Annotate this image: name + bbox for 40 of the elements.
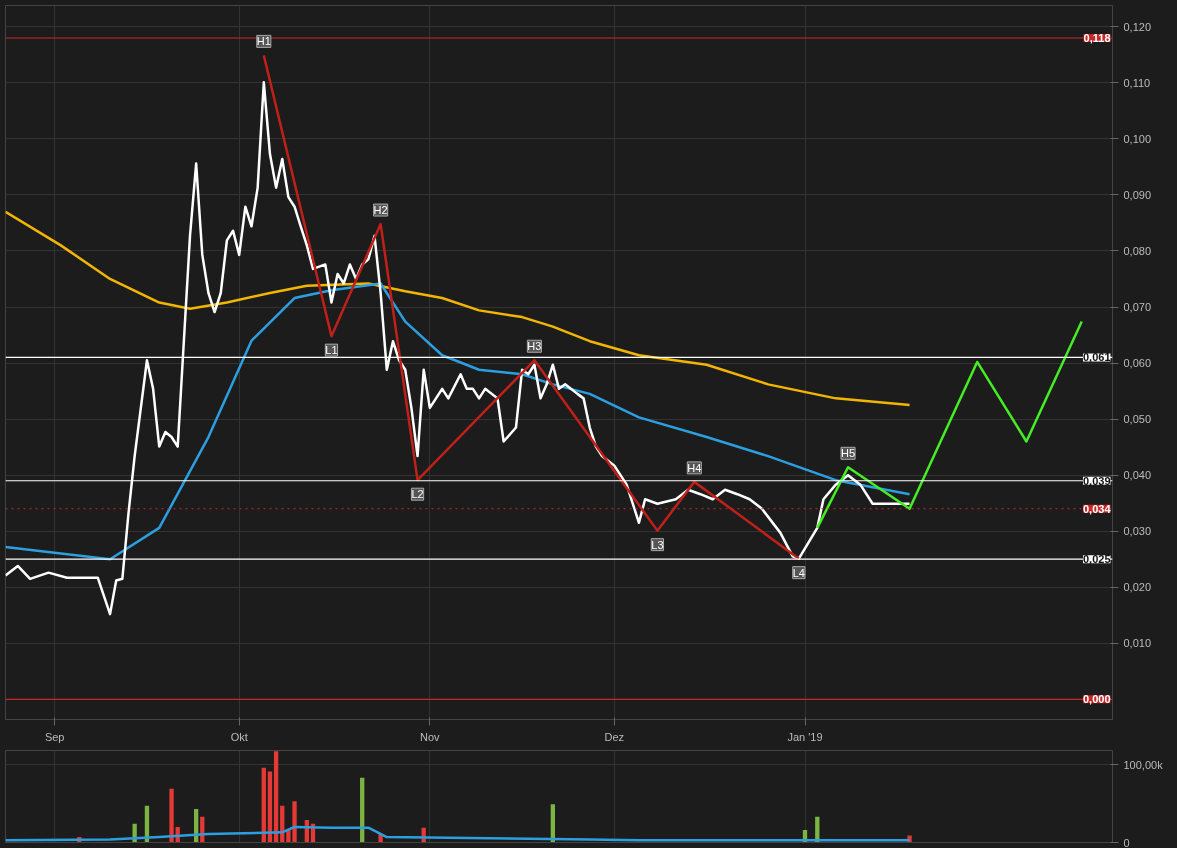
x-tick-label: Sep xyxy=(44,730,65,743)
y-tick-label: 0,090 xyxy=(1123,188,1152,201)
ref-line-label: 0,039 xyxy=(1082,474,1111,487)
annotation: L4 xyxy=(792,566,805,579)
y-tick-label: 0,060 xyxy=(1123,357,1152,370)
annotation: H5 xyxy=(841,447,856,460)
y-tick-label: 0,070 xyxy=(1123,301,1152,314)
ref-line-label: 0,118 xyxy=(1083,32,1111,45)
annotation: H4 xyxy=(687,461,702,474)
y-tick-label: 0,080 xyxy=(1123,244,1152,257)
y-tick-label: 0,020 xyxy=(1123,581,1152,594)
y-tick-label: 0,110 xyxy=(1123,76,1151,89)
y-tick-label: 0,100 xyxy=(1123,132,1152,145)
x-tick-label: Okt xyxy=(230,730,248,743)
bar xyxy=(169,788,174,843)
x-tick-label: Jan '19 xyxy=(787,730,823,743)
ref-line-label: 0,000 xyxy=(1082,693,1111,706)
line-series xyxy=(5,825,911,842)
line-series xyxy=(262,54,801,560)
annotation: L2 xyxy=(411,488,424,501)
line-series xyxy=(816,320,1083,530)
ref-line-label: 0,034 xyxy=(1082,502,1112,515)
annotation: H3 xyxy=(527,340,542,353)
x-tick-label: Nov xyxy=(420,730,441,743)
ref-line-label: 0,025 xyxy=(1082,553,1111,566)
annotation: L1 xyxy=(325,344,338,357)
bar xyxy=(273,751,279,843)
y-tick-label: 0,010 xyxy=(1123,637,1152,650)
annotation: L3 xyxy=(651,538,664,551)
annotation: H1 xyxy=(256,35,271,48)
y-tick-label: 0,120 xyxy=(1123,20,1152,33)
y-tick-label: 0,050 xyxy=(1123,413,1152,426)
y-tick-label: 0,040 xyxy=(1123,469,1152,482)
ref-line-label: 0,061 xyxy=(1082,351,1111,364)
y-tick-label: 0 xyxy=(1123,836,1130,849)
x-tick-label: Dez xyxy=(604,730,625,743)
y-tick-label: 0,030 xyxy=(1123,525,1152,538)
y-tick-label: 100,00k xyxy=(1123,758,1164,771)
annotation: H2 xyxy=(373,204,388,217)
line-series xyxy=(5,282,911,561)
